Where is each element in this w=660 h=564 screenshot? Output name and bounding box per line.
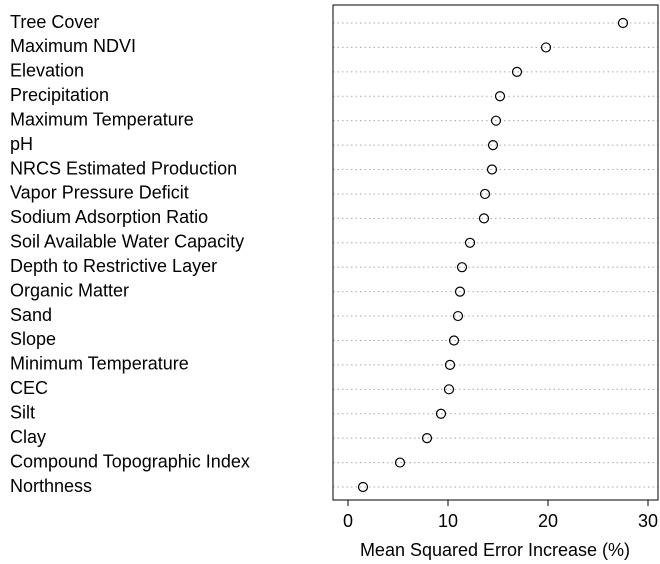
x-tick-label: 0 — [343, 511, 353, 531]
x-axis-label: Mean Squared Error Increase (%) — [360, 540, 630, 560]
dot — [478, 213, 490, 224]
y-tick-label: Slope — [10, 329, 56, 349]
y-tick-label: Maximum Temperature — [10, 109, 194, 129]
dot — [487, 140, 499, 151]
dot — [443, 384, 455, 395]
y-tick-label: Organic Matter — [10, 280, 129, 300]
dot — [540, 42, 552, 53]
dot — [486, 164, 498, 175]
x-tick-label: 10 — [438, 511, 458, 531]
dot — [490, 115, 502, 126]
y-tick-label: pH — [10, 134, 33, 154]
y-tick-label: Clay — [10, 427, 46, 447]
dot — [435, 408, 447, 419]
y-tick-label: Maximum NDVI — [10, 36, 136, 56]
y-tick-label: Minimum Temperature — [10, 354, 189, 374]
y-tick-label: Sand — [10, 305, 52, 325]
dot — [456, 262, 468, 273]
dot — [479, 188, 491, 200]
dot — [452, 310, 464, 322]
dot — [444, 359, 456, 370]
y-tick-label: CEC — [10, 378, 48, 398]
y-tick-label: Soil Available Water Capacity — [10, 232, 244, 252]
y-tick-label: Precipitation — [10, 85, 109, 105]
dot — [494, 91, 506, 102]
y-tick-label: Northness — [10, 476, 92, 496]
y-tick-label: Compound Topographic Index — [10, 451, 250, 471]
plot-frame — [332, 4, 659, 501]
dot — [357, 481, 369, 493]
y-tick-label: Elevation — [10, 61, 84, 81]
x-tick-label: 20 — [538, 511, 558, 531]
dot — [511, 66, 523, 77]
y-tick-label: NRCS Estimated Production — [10, 158, 237, 178]
dot — [421, 433, 433, 444]
y-tick-label: Tree Cover — [10, 12, 99, 32]
dot — [464, 237, 476, 248]
y-tick-label: Silt — [10, 402, 35, 422]
y-tick-label: Sodium Adsorption Ratio — [10, 207, 208, 227]
dot — [394, 457, 406, 468]
dot — [448, 335, 460, 346]
y-tick-label: Depth to Restrictive Layer — [10, 256, 217, 276]
dot — [454, 286, 466, 297]
y-tick-label: Vapor Pressure Deficit — [10, 183, 189, 203]
x-tick-label: 30 — [638, 511, 658, 531]
dot — [617, 17, 629, 29]
